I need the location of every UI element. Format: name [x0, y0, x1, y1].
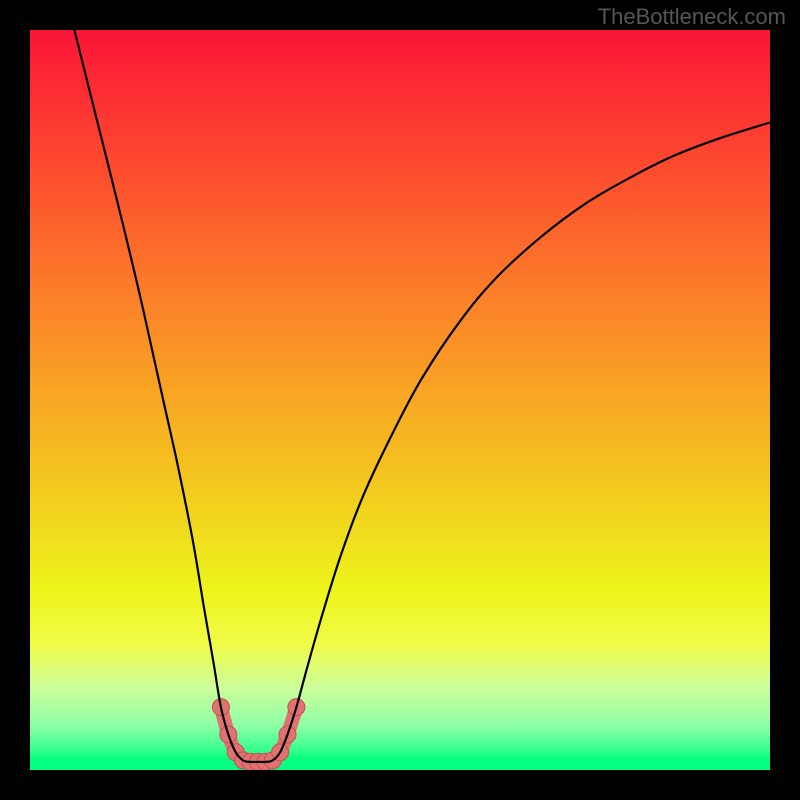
plot-area [30, 30, 770, 770]
chart-frame: TheBottleneck.com [0, 0, 800, 800]
watermark-text: TheBottleneck.com [598, 4, 786, 30]
chart-svg [30, 30, 770, 770]
gradient-background [30, 30, 770, 770]
